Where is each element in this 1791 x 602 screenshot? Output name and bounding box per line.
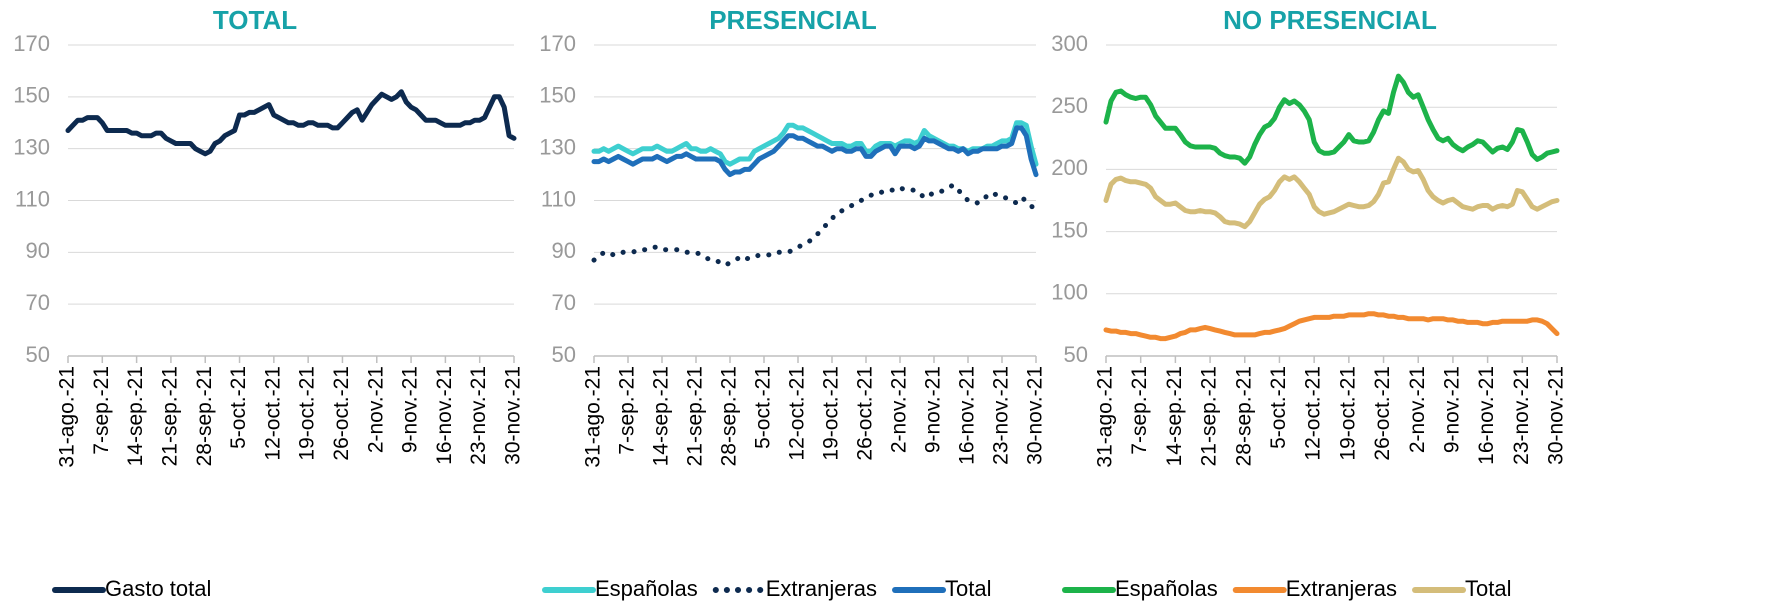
- x-tick-label: 14-sep.-21: [124, 366, 147, 466]
- y-tick-label: 300: [1051, 31, 1088, 56]
- x-tick-label: 12-oct.-21: [1302, 366, 1325, 461]
- y-tick-label: 170: [13, 31, 50, 56]
- chart-title: TOTAL: [213, 5, 297, 35]
- x-tick-label: 12-oct.-21: [261, 366, 284, 461]
- line-series: [1103, 311, 1560, 342]
- line-series: [1103, 155, 1560, 230]
- x-tick-label: 9-nov.-21: [922, 366, 945, 453]
- y-tick-label: 150: [539, 83, 576, 108]
- legend-label: Españolas: [1115, 576, 1218, 601]
- y-tick-label: 110: [15, 186, 50, 211]
- y-tick-label: 130: [13, 134, 50, 159]
- x-tick-label: 2-nov.-21: [364, 366, 387, 453]
- x-tick-label: 26-oct.-21: [1371, 366, 1394, 461]
- x-tick-label: 23-nov.-21: [1510, 366, 1533, 465]
- legend-label: Extranjeras: [766, 576, 877, 601]
- x-tick-label: 14-sep.-21: [650, 366, 673, 466]
- x-tick-label: 28-sep.-21: [193, 366, 216, 466]
- x-tick-label: 9-nov.-21: [399, 366, 422, 453]
- x-tick-label: 31-ago.-21: [582, 366, 605, 468]
- x-tick-label: 2-nov.-21: [1406, 366, 1429, 453]
- y-tick-label: 110: [541, 186, 576, 211]
- x-tick-label: 30-nov.-21: [1024, 366, 1047, 465]
- x-tick-label: 19-oct.-21: [820, 366, 843, 461]
- x-tick-label: 5-oct.-21: [1267, 366, 1290, 449]
- x-tick-label: 16-nov.-21: [956, 366, 979, 465]
- x-tick-label: 7-sep.-21: [616, 366, 639, 455]
- x-tick-label: 12-oct.-21: [786, 366, 809, 461]
- x-tick-label: 7-sep.-21: [90, 366, 113, 455]
- y-tick-label: 70: [26, 290, 50, 315]
- x-tick-label: 7-sep.-21: [1128, 366, 1151, 455]
- x-tick-label: 26-oct.-21: [330, 366, 353, 461]
- x-tick-label: 16-nov.-21: [1475, 366, 1498, 465]
- y-tick-label: 50: [552, 342, 576, 367]
- line-series: [591, 182, 1039, 268]
- y-tick-label: 50: [1064, 342, 1088, 367]
- y-tick-label: 250: [1051, 93, 1088, 118]
- y-tick-label: 130: [539, 134, 576, 159]
- line-series: [65, 89, 517, 157]
- line-series: [1103, 73, 1560, 166]
- x-tick-label: 30-nov.-21: [502, 366, 525, 465]
- x-tick-label: 9-nov.-21: [1440, 366, 1463, 453]
- y-tick-label: 90: [26, 238, 50, 263]
- line-series: [591, 125, 1039, 178]
- x-tick-label: 28-sep.-21: [1232, 366, 1255, 466]
- x-tick-label: 5-oct.-21: [752, 366, 775, 449]
- x-tick-label: 5-oct.-21: [227, 366, 250, 449]
- chart-title: NO PRESENCIAL: [1223, 5, 1437, 35]
- chart-title: PRESENCIAL: [709, 5, 877, 35]
- y-tick-label: 50: [26, 342, 50, 367]
- x-tick-label: 28-sep.-21: [718, 366, 741, 466]
- legend-label: Gasto total: [105, 576, 211, 601]
- x-tick-label: 21-sep.-21: [1198, 366, 1221, 466]
- x-tick-label: 21-sep.-21: [684, 366, 707, 466]
- x-tick-label: 19-oct.-21: [1336, 366, 1359, 461]
- y-tick-label: 100: [1051, 280, 1088, 305]
- legend-label: Españolas: [595, 576, 698, 601]
- x-tick-label: 23-nov.-21: [990, 366, 1013, 465]
- x-tick-label: 21-sep.-21: [158, 366, 181, 466]
- x-tick-label: 16-nov.-21: [433, 366, 456, 465]
- x-tick-label: 30-nov.-21: [1545, 366, 1568, 465]
- legend-label: Total: [945, 576, 991, 601]
- y-tick-label: 70: [552, 290, 576, 315]
- legend-label: Total: [1465, 576, 1511, 601]
- x-tick-label: 26-oct.-21: [854, 366, 877, 461]
- legend-label: Extranjeras: [1286, 576, 1397, 601]
- y-tick-label: 170: [539, 31, 576, 56]
- x-tick-label: 2-nov.-21: [888, 366, 911, 453]
- x-tick-label: 14-sep.-21: [1163, 366, 1186, 466]
- x-tick-label: 19-oct.-21: [296, 366, 319, 461]
- y-tick-label: 150: [1051, 217, 1088, 242]
- y-tick-label: 200: [1051, 155, 1088, 180]
- x-tick-label: 23-nov.-21: [467, 366, 490, 465]
- x-tick-label: 31-ago.-21: [56, 366, 79, 468]
- y-tick-label: 150: [13, 83, 50, 108]
- y-tick-label: 90: [552, 238, 576, 263]
- x-tick-label: 31-ago.-21: [1094, 366, 1117, 468]
